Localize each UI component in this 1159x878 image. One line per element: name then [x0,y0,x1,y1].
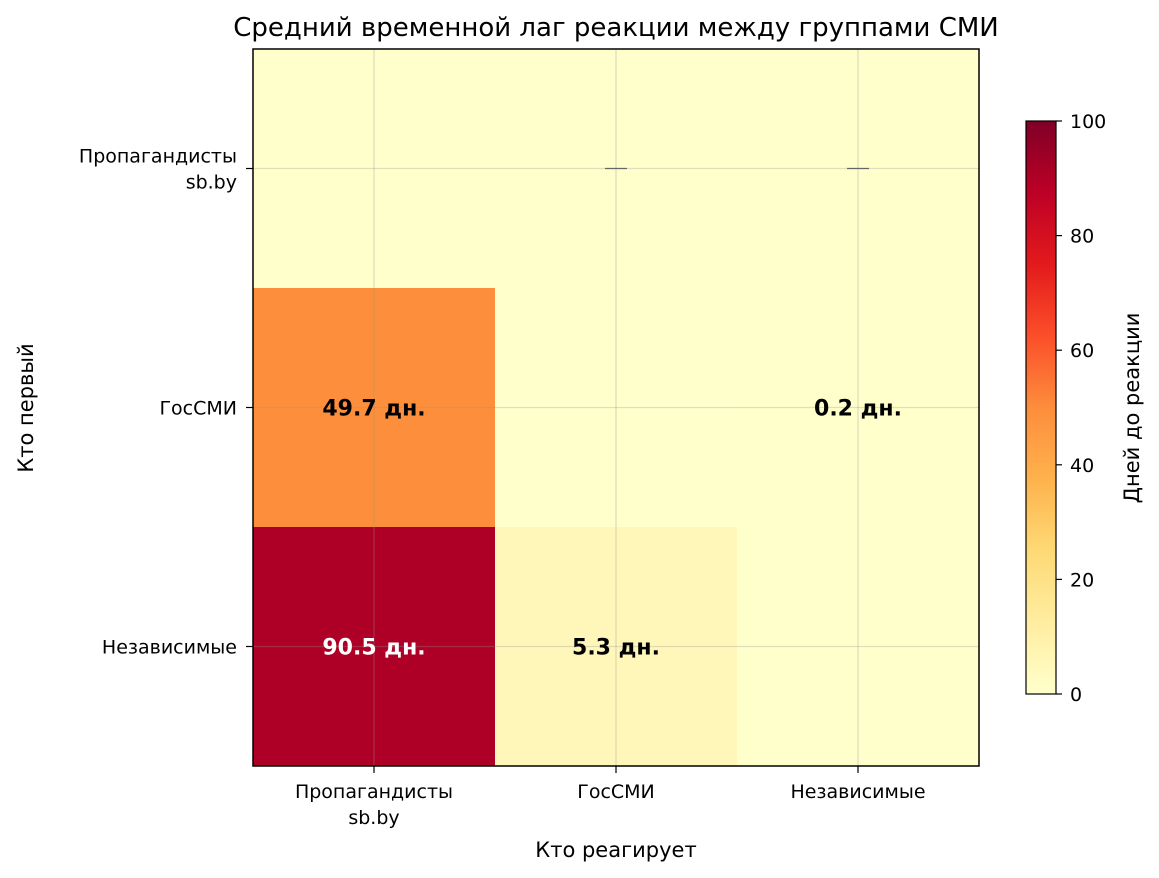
colorbar-tick-label: 0 [1070,684,1082,706]
colorbar-tick-label: 60 [1070,340,1094,362]
x-tick-label: ГосСМИ [577,781,655,803]
x-tick-label: Пропагандисты [295,781,453,803]
y-tick-label: Пропагандисты [79,146,237,168]
colorbar-tick-label: 100 [1070,111,1106,133]
colorbar [1025,120,1057,695]
cell-label-1-2: 0.2 дн. [814,397,902,422]
cell-label-2-0: 90.5 дн. [322,636,425,661]
cell-label-1-0: 49.7 дн. [322,397,425,422]
cell-labels: 49.7 дн. 0.2 дн. 90.5 дн. 5.3 дн. [322,167,902,661]
heatmap-cell-0-0 [253,49,496,289]
y-tick-label: ГосСМИ [159,398,237,420]
x-axis-label: Кто реагирует [535,838,696,862]
chart-title: Средний временной лаг реакции между груп… [233,13,999,43]
heatmap-cell-1-2 [737,288,980,528]
colorbar-label: Дней до реакции [1120,313,1144,504]
x-axis-ticks: Пропагандисты sb.by ГосСМИ Независимые [295,766,926,829]
cell-label-2-1: 5.3 дн. [572,636,660,661]
heatmap-cell-2-2 [737,527,980,767]
y-tick-label: Независимые [102,637,237,659]
colorbar-ticks: 0 20 40 60 80 100 [1056,111,1106,706]
heatmap-cell-1-0 [253,288,496,528]
x-tick-label: sb.by [348,807,399,829]
y-tick-label: sb.by [186,172,237,194]
heatmap-cell-2-0 [253,527,496,767]
heatmap-cells [253,49,980,767]
colorbar-tick-label: 80 [1070,226,1094,248]
colorbar-tick-label: 20 [1070,569,1094,591]
y-axis-ticks: Пропагандисты sb.by ГосСМИ Независимые [79,146,253,659]
heatmap-cell-1-1 [495,288,738,528]
colorbar-tick-label: 40 [1070,455,1094,477]
heatmap-cell-2-1 [495,527,738,767]
x-tick-label: Независимые [790,781,925,803]
y-axis-label: Кто первый [14,343,38,472]
